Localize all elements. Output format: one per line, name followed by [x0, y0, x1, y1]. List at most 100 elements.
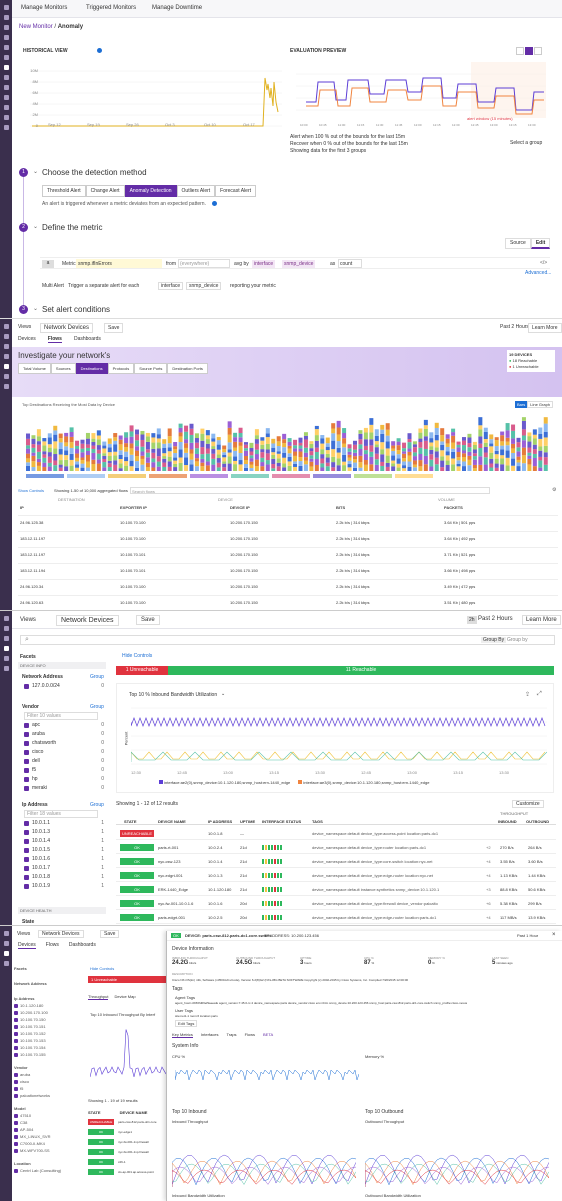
events-icon[interactable]: [3, 626, 9, 631]
col-interface-status[interactable]: INTERFACE STATUS: [262, 819, 302, 824]
checkbox[interactable]: [24, 732, 29, 737]
checkbox[interactable]: [24, 750, 29, 755]
ux-icon[interactable]: [3, 115, 9, 120]
reachable-segment[interactable]: 11 Reachable: [168, 666, 554, 675]
list-view-icon[interactable]: [534, 47, 542, 55]
chevron-down-icon[interactable]: ⌄: [33, 224, 39, 230]
checkbox[interactable]: [24, 777, 29, 782]
device-name[interactable]: nyc-fw-001-10.0.1.6: [158, 901, 194, 906]
views-button[interactable]: Views: [20, 617, 36, 623]
time-picker[interactable]: Past 2 Hours: [500, 324, 529, 330]
learn-more-button[interactable]: Learn More: [528, 323, 562, 333]
facet-item[interactable]: hp 0: [24, 776, 104, 784]
method-threshold[interactable]: Threshold Alert: [42, 185, 86, 197]
facet-item[interactable]: 10.1.120.180: [14, 1003, 84, 1008]
show-controls-button[interactable]: Show Controls: [18, 488, 45, 493]
search-icon[interactable]: ⌕: [25, 636, 29, 643]
security-icon[interactable]: [3, 105, 9, 110]
search-icon[interactable]: [3, 15, 9, 20]
model-facet[interactable]: Model: [14, 1106, 26, 1111]
select-group-link[interactable]: Select a group: [510, 140, 543, 146]
tab-interfaces[interactable]: Interfaces: [200, 1032, 219, 1037]
col-inbound[interactable]: INBOUND: [498, 819, 517, 824]
chevron-down-icon[interactable]: ⌄: [221, 691, 226, 697]
multi-alert-label[interactable]: Multi Alert: [42, 283, 64, 289]
from-input[interactable]: (everywhere): [178, 259, 230, 268]
save-button[interactable]: Save: [136, 615, 160, 625]
device-name[interactable]: paris-rt-001: [158, 845, 179, 850]
facet-item[interactable]: dell 0: [24, 758, 104, 766]
views-button[interactable]: Views: [17, 931, 31, 937]
col-device-name[interactable]: DEVICE NAME: [119, 1110, 148, 1115]
table-row[interactable]: 183.12.11.197 10.100.70.101 10.200.170.150…: [18, 547, 558, 561]
dashboards-icon[interactable]: [3, 45, 9, 50]
logs-icon[interactable]: [3, 85, 9, 90]
table-row[interactable]: OK paris-rt-001 10.0.2.4 21d device_namespac…: [116, 841, 556, 854]
extra-tags-count[interactable]: +4: [486, 873, 491, 878]
security-icon[interactable]: [3, 666, 9, 671]
export-icon[interactable]: ⇪: [525, 692, 531, 698]
checkbox[interactable]: [14, 1127, 18, 1132]
extra-tags-count[interactable]: +4: [486, 915, 491, 920]
tab-devices[interactable]: Devices: [18, 942, 36, 949]
checkbox[interactable]: [14, 1003, 18, 1008]
extra-tags-count[interactable]: +3: [486, 887, 491, 892]
subtab-destinations[interactable]: Destinations: [75, 363, 108, 374]
tab-manage-downtime[interactable]: Manage Downtime: [152, 5, 203, 11]
infrastructure-icon[interactable]: [3, 354, 9, 359]
list-item[interactable]: OK c26-1: [88, 1158, 168, 1167]
tab-traps[interactable]: Traps: [226, 1032, 237, 1037]
table-row[interactable]: 183.12.11.194 10.100.70.101 10.200.170.150…: [18, 563, 558, 577]
tab-device-map[interactable]: Device Map: [114, 994, 136, 999]
checkbox[interactable]: [14, 1010, 18, 1015]
facet-item[interactable]: 10.0.1.9 1: [24, 883, 104, 891]
facet-item[interactable]: 10.0.1.3 1: [24, 829, 104, 837]
facet-item[interactable]: MX_LINUX_SVR: [14, 1134, 84, 1139]
checkbox[interactable]: [14, 1031, 18, 1036]
monitors-icon[interactable]: [3, 65, 9, 70]
search-icon[interactable]: [3, 324, 9, 329]
events-icon[interactable]: [3, 35, 9, 40]
checkbox[interactable]: [14, 1134, 18, 1139]
col-tags[interactable]: TAGS: [312, 819, 323, 824]
table-row[interactable]: OK nyc-csw-123 10.0.1.4 21d device_namespace…: [116, 855, 556, 868]
facet-item[interactable]: AP-504: [14, 1127, 84, 1132]
tab-flows[interactable]: Flows: [45, 942, 59, 948]
logs-icon[interactable]: [3, 374, 9, 379]
tab-manage-monitors[interactable]: Manage Monitors: [21, 5, 68, 11]
table-row[interactable]: 24.96.120.63 10.100.70.100 10.200.170.150 2…: [18, 595, 558, 609]
facet-item[interactable]: 10.0.1.1 1: [24, 820, 104, 828]
group-tag-interface[interactable]: interface: [252, 260, 276, 268]
extra-tags-count[interactable]: +4: [486, 859, 491, 864]
save-button[interactable]: Save: [100, 930, 120, 938]
col-packets[interactable]: PACKETS: [444, 505, 463, 510]
checkbox[interactable]: [24, 786, 29, 791]
chevron-down-icon[interactable]: ⌄: [33, 169, 39, 175]
facet-item[interactable]: 10.0.1.7 1: [24, 865, 104, 873]
facet-item[interactable]: C38: [14, 1120, 84, 1125]
apm-icon[interactable]: [3, 75, 9, 80]
checkbox[interactable]: [24, 759, 29, 764]
security-icon[interactable]: [3, 384, 9, 389]
facet-item[interactable]: chatsworth 0: [24, 740, 104, 748]
facet-item[interactable]: 10.0.1.4 1: [24, 838, 104, 846]
split-view-icon[interactable]: [525, 47, 533, 55]
facet-item[interactable]: 10.100.70.151: [14, 1024, 84, 1029]
checkbox[interactable]: [24, 839, 29, 844]
legend-series-1[interactable]: interface:ae2(0),snmp_device:10.1.120.18…: [159, 780, 290, 785]
facet-item[interactable]: 10.0.1.5 1: [24, 847, 104, 855]
facet-item[interactable]: 10.100.70.154: [14, 1045, 84, 1050]
checkbox[interactable]: [24, 857, 29, 862]
tab-key-metrics[interactable]: Key Metrics: [172, 1032, 193, 1038]
line-graph-button[interactable]: Line Graph: [527, 401, 554, 408]
checkbox[interactable]: [24, 723, 29, 728]
checkbox[interactable]: [14, 1086, 18, 1091]
state-facet[interactable]: State: [22, 919, 35, 925]
vendor-facet[interactable]: Vendor: [22, 704, 39, 710]
network-icon[interactable]: [3, 646, 9, 651]
unreachable-segment[interactable]: 1 Unreachable: [116, 666, 168, 675]
edit-tab[interactable]: Edit: [530, 238, 551, 249]
col-device-name[interactable]: DEVICE NAME: [158, 819, 186, 824]
method-help-icon[interactable]: [212, 201, 217, 206]
col-state[interactable]: STATE: [124, 819, 137, 824]
